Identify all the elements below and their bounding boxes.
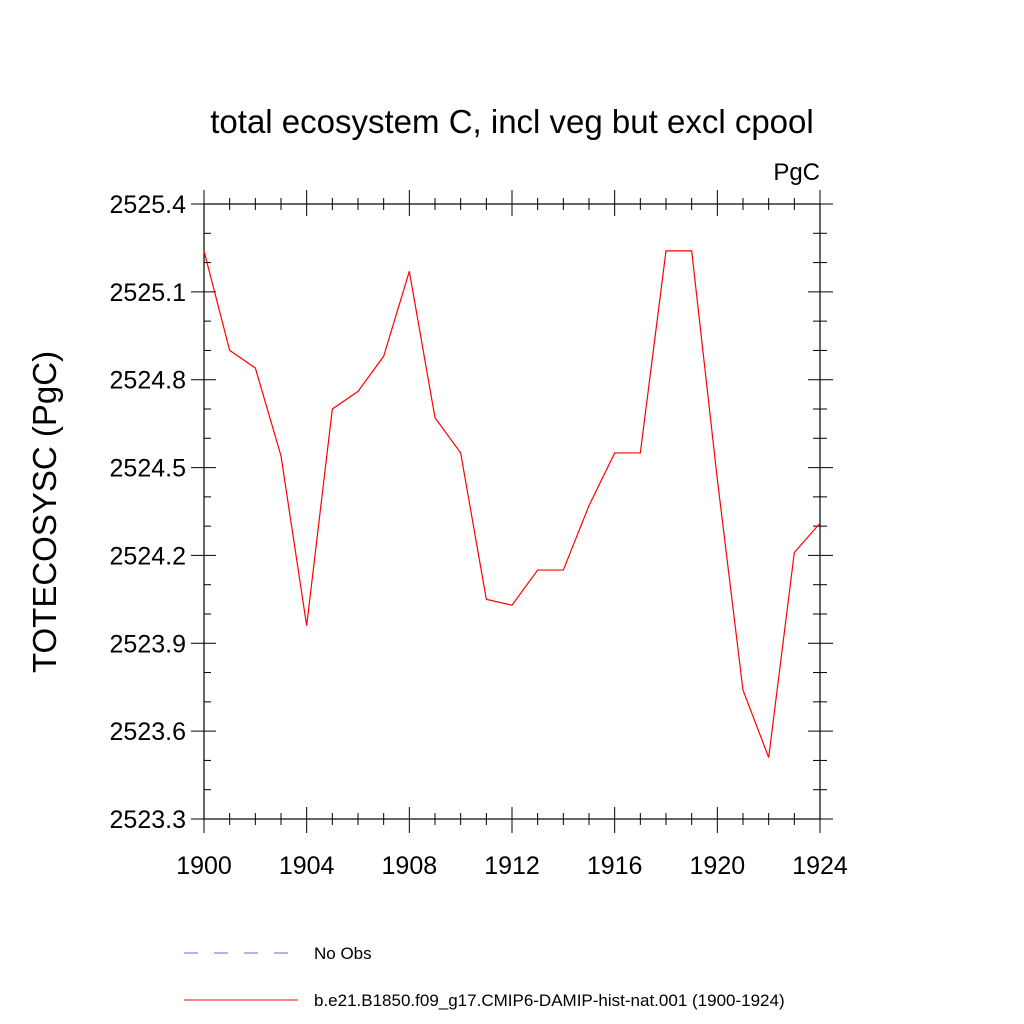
x-tick-label: 1920 [690, 852, 746, 880]
axis-ticks [191, 190, 833, 833]
chart-title: total ecosystem C, incl veg but excl cpo… [210, 103, 813, 140]
y-tick-label: 2524.8 [110, 367, 186, 395]
y-tick-label: 2523.9 [110, 630, 186, 658]
y-tick-label: 2524.2 [110, 542, 186, 570]
units-label: PgC [773, 159, 820, 186]
series-group [203, 250, 821, 758]
x-tick-label: 1924 [792, 852, 848, 880]
y-axis-label: TOTECOSYSC (PgC) [26, 351, 63, 673]
x-tick-labels: 1900 1904 1908 1912 1916 1920 1924 [176, 852, 848, 880]
x-tick-label: 1900 [176, 852, 232, 880]
x-tick-label: 1908 [382, 852, 438, 880]
y-tick-label: 2523.6 [110, 718, 186, 746]
x-tick-label: 1904 [279, 852, 335, 880]
x-tick-label: 1912 [484, 852, 540, 880]
y-tick-label: 2524.5 [110, 455, 186, 483]
legend-label: No Obs [314, 944, 372, 963]
x-tick-label: 1916 [587, 852, 643, 880]
legend-label: b.e21.B1850.f09_g17.CMIP6-DAMIP-hist-nat… [314, 991, 785, 1010]
series-line [203, 250, 821, 758]
y-tick-label: 2523.3 [110, 806, 186, 834]
plot-frame [203, 203, 821, 820]
y-tick-label: 2525.1 [110, 279, 186, 307]
y-tick-labels: 2523.3 2523.6 2523.9 2524.2 2524.5 2524.8 2525… [110, 191, 187, 834]
legend: No Obs b.e21.B1850.f09_g17.CMIP6-DAMIP-hi… [184, 944, 785, 1010]
y-tick-label: 2525.4 [110, 191, 187, 219]
